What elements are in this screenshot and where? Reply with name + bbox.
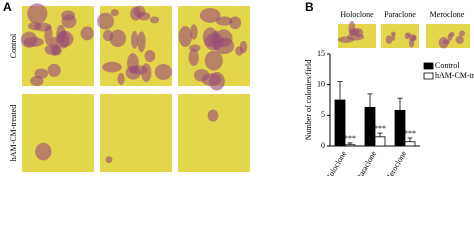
colony xyxy=(442,39,450,45)
x-tick-label: Paraclone xyxy=(355,149,379,176)
legend-swatch xyxy=(423,62,434,70)
micrograph xyxy=(22,94,94,172)
y-tick-label: 0 xyxy=(321,141,325,150)
legend-label: Control xyxy=(435,61,460,70)
colony xyxy=(391,33,396,41)
error-bar xyxy=(377,132,383,137)
colony xyxy=(137,31,146,53)
colony xyxy=(385,35,393,44)
colony xyxy=(35,142,52,161)
colony xyxy=(105,156,113,164)
error-bar xyxy=(347,142,353,145)
colony xyxy=(204,50,223,71)
significance: *** xyxy=(344,134,356,143)
colony xyxy=(109,29,127,47)
colony xyxy=(207,109,219,122)
colony xyxy=(97,12,115,30)
colony xyxy=(149,16,160,24)
colony xyxy=(208,71,225,91)
panel-label: B xyxy=(305,0,314,14)
colony xyxy=(235,46,244,56)
colony xyxy=(127,53,139,74)
row-label: hAM-CM-treated xyxy=(9,105,18,161)
colony xyxy=(137,11,151,21)
colony xyxy=(61,14,77,29)
colony xyxy=(131,31,139,49)
colony xyxy=(193,69,210,82)
significance: *** xyxy=(374,124,386,133)
row-label: Control xyxy=(9,33,18,58)
bar xyxy=(374,136,386,147)
x-tick-label: Holoclone xyxy=(324,149,349,176)
bar xyxy=(404,141,416,147)
colony xyxy=(34,68,49,79)
colony xyxy=(34,22,52,32)
y-tick-label: 15 xyxy=(317,49,325,58)
colony xyxy=(229,16,242,30)
error-bar xyxy=(397,97,403,111)
x-tick-label: Meroclone xyxy=(383,149,408,176)
colony xyxy=(458,30,465,37)
image-label: Meroclone xyxy=(430,10,465,19)
colony xyxy=(190,24,198,40)
colony xyxy=(117,72,125,85)
colony xyxy=(110,9,119,17)
colony xyxy=(44,44,62,56)
y-tick-label: 10 xyxy=(317,79,325,88)
significance: *** xyxy=(404,129,416,138)
micrographs xyxy=(20,3,470,172)
legend-label: hAM-CM-treated xyxy=(435,71,474,80)
image-label: Holoclone xyxy=(340,10,374,19)
colony xyxy=(55,30,74,47)
error-bar xyxy=(367,93,373,108)
colony xyxy=(102,61,122,73)
micrograph xyxy=(178,94,250,172)
colony xyxy=(199,8,221,23)
figure: A B Control hAM-CM-treated Holoclone Par… xyxy=(3,0,474,184)
colony xyxy=(27,3,48,24)
colony xyxy=(337,36,354,43)
colony xyxy=(411,35,417,41)
colony xyxy=(80,26,94,41)
colony xyxy=(178,26,193,48)
colony xyxy=(215,16,233,26)
error-bar xyxy=(407,137,413,142)
image-label: Paraclone xyxy=(384,10,416,19)
colony xyxy=(188,48,199,67)
y-axis-label: Number of colonies/field xyxy=(304,60,313,140)
colony xyxy=(154,63,173,80)
colony xyxy=(455,35,464,44)
y-tick-label: 5 xyxy=(321,110,325,119)
bar xyxy=(344,144,356,147)
colony xyxy=(102,30,114,42)
panel-label: A xyxy=(3,0,12,14)
legend-swatch xyxy=(423,72,434,80)
colony xyxy=(144,50,156,63)
error-bar xyxy=(337,81,343,100)
colony xyxy=(353,28,364,37)
colony xyxy=(20,31,38,48)
colony xyxy=(449,31,455,37)
colony xyxy=(204,33,224,51)
colony xyxy=(47,63,61,77)
